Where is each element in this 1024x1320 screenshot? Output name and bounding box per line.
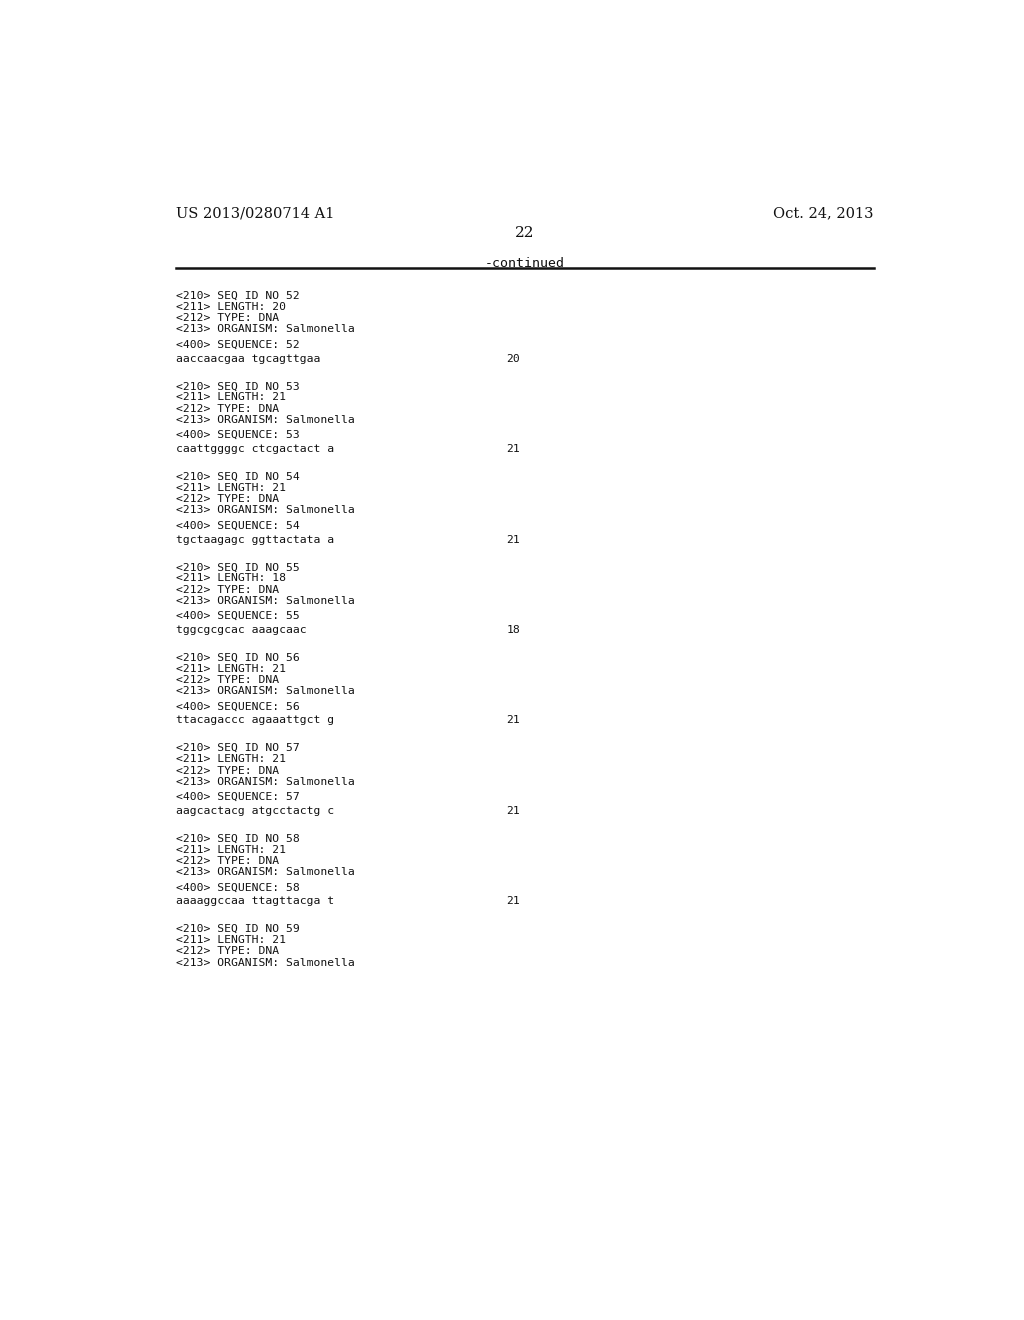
Text: <211> LENGTH: 20: <211> LENGTH: 20 [176,302,286,312]
Text: aaaaggccaa ttagttacga t: aaaaggccaa ttagttacga t [176,896,334,907]
Text: <212> TYPE: DNA: <212> TYPE: DNA [176,313,280,323]
Text: <212> TYPE: DNA: <212> TYPE: DNA [176,857,280,866]
Text: aagcactacg atgcctactg c: aagcactacg atgcctactg c [176,807,334,816]
Text: <211> LENGTH: 18: <211> LENGTH: 18 [176,573,286,583]
Text: <213> ORGANISM: Salmonella: <213> ORGANISM: Salmonella [176,325,354,334]
Text: <400> SEQUENCE: 53: <400> SEQUENCE: 53 [176,430,300,440]
Text: caattggggc ctcgactact a: caattggggc ctcgactact a [176,444,334,454]
Text: <212> TYPE: DNA: <212> TYPE: DNA [176,585,280,594]
Text: <213> ORGANISM: Salmonella: <213> ORGANISM: Salmonella [176,776,354,787]
Text: <210> SEQ ID NO 55: <210> SEQ ID NO 55 [176,562,300,573]
Text: <213> ORGANISM: Salmonella: <213> ORGANISM: Salmonella [176,595,354,606]
Text: <400> SEQUENCE: 56: <400> SEQUENCE: 56 [176,702,300,711]
Text: -continued: -continued [484,257,565,271]
Text: 21: 21 [506,535,520,545]
Text: <400> SEQUENCE: 54: <400> SEQUENCE: 54 [176,520,300,531]
Text: <212> TYPE: DNA: <212> TYPE: DNA [176,675,280,685]
Text: ttacagaccc agaaattgct g: ttacagaccc agaaattgct g [176,715,334,726]
Text: 22: 22 [515,226,535,240]
Text: <210> SEQ ID NO 52: <210> SEQ ID NO 52 [176,290,300,301]
Text: 21: 21 [506,807,520,816]
Text: <210> SEQ ID NO 59: <210> SEQ ID NO 59 [176,924,300,935]
Text: aaccaacgaa tgcagttgaa: aaccaacgaa tgcagttgaa [176,354,321,363]
Text: tggcgcgcac aaagcaac: tggcgcgcac aaagcaac [176,626,306,635]
Text: <400> SEQUENCE: 52: <400> SEQUENCE: 52 [176,339,300,350]
Text: <212> TYPE: DNA: <212> TYPE: DNA [176,946,280,957]
Text: <210> SEQ ID NO 56: <210> SEQ ID NO 56 [176,653,300,663]
Text: <211> LENGTH: 21: <211> LENGTH: 21 [176,755,286,764]
Text: <211> LENGTH: 21: <211> LENGTH: 21 [176,845,286,855]
Text: 21: 21 [506,444,520,454]
Text: 21: 21 [506,896,520,907]
Text: <211> LENGTH: 21: <211> LENGTH: 21 [176,483,286,492]
Text: 18: 18 [506,626,520,635]
Text: 20: 20 [506,354,520,363]
Text: 21: 21 [506,715,520,726]
Text: <213> ORGANISM: Salmonella: <213> ORGANISM: Salmonella [176,414,354,425]
Text: <213> ORGANISM: Salmonella: <213> ORGANISM: Salmonella [176,867,354,878]
Text: <210> SEQ ID NO 53: <210> SEQ ID NO 53 [176,381,300,391]
Text: <400> SEQUENCE: 57: <400> SEQUENCE: 57 [176,792,300,803]
Text: Oct. 24, 2013: Oct. 24, 2013 [773,206,873,220]
Text: <213> ORGANISM: Salmonella: <213> ORGANISM: Salmonella [176,506,354,515]
Text: US 2013/0280714 A1: US 2013/0280714 A1 [176,206,335,220]
Text: <212> TYPE: DNA: <212> TYPE: DNA [176,766,280,776]
Text: <210> SEQ ID NO 54: <210> SEQ ID NO 54 [176,471,300,482]
Text: tgctaagagc ggttactata a: tgctaagagc ggttactata a [176,535,334,545]
Text: <210> SEQ ID NO 57: <210> SEQ ID NO 57 [176,743,300,754]
Text: <212> TYPE: DNA: <212> TYPE: DNA [176,494,280,504]
Text: <210> SEQ ID NO 58: <210> SEQ ID NO 58 [176,834,300,843]
Text: <400> SEQUENCE: 58: <400> SEQUENCE: 58 [176,883,300,892]
Text: <213> ORGANISM: Salmonella: <213> ORGANISM: Salmonella [176,686,354,696]
Text: <211> LENGTH: 21: <211> LENGTH: 21 [176,392,286,403]
Text: <212> TYPE: DNA: <212> TYPE: DNA [176,404,280,413]
Text: <211> LENGTH: 21: <211> LENGTH: 21 [176,664,286,675]
Text: <211> LENGTH: 21: <211> LENGTH: 21 [176,936,286,945]
Text: <400> SEQUENCE: 55: <400> SEQUENCE: 55 [176,611,300,622]
Text: <213> ORGANISM: Salmonella: <213> ORGANISM: Salmonella [176,958,354,968]
